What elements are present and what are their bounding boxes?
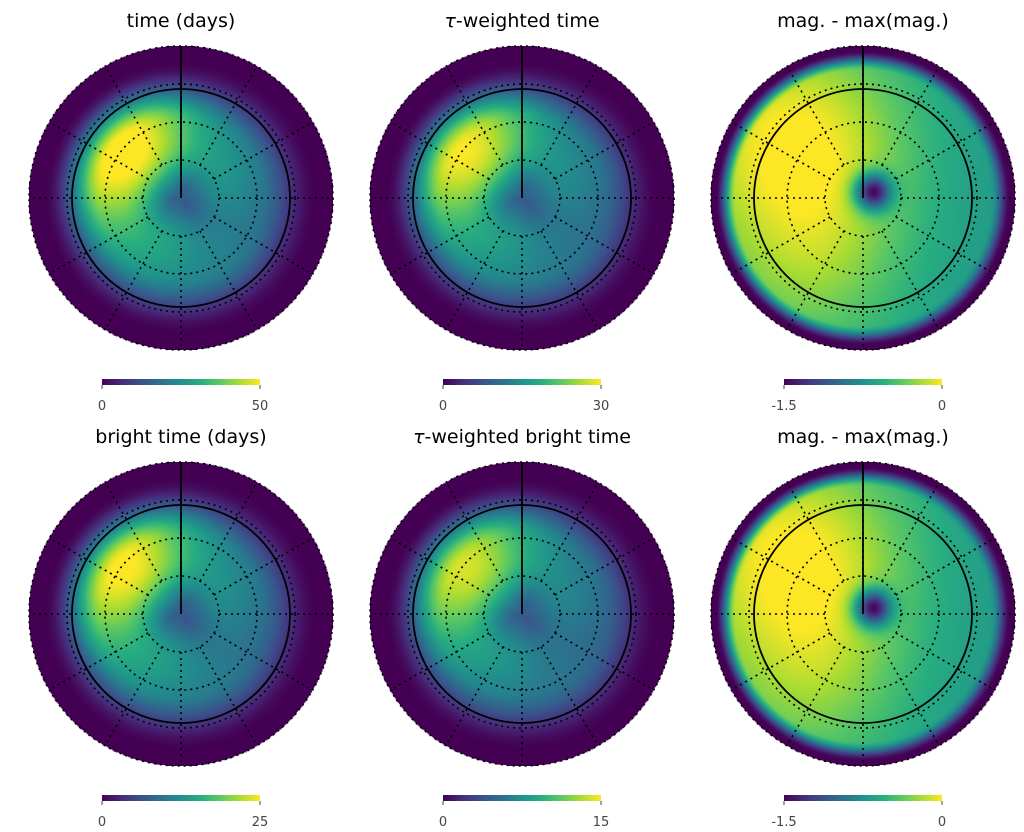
colorbar bbox=[443, 795, 601, 801]
graticule-spoke bbox=[199, 481, 258, 582]
graticule-spoke bbox=[213, 121, 314, 180]
graticule-ring bbox=[407, 83, 637, 313]
graticule-spoke bbox=[445, 230, 504, 331]
graticule-spoke bbox=[389, 632, 490, 691]
colorbar-max-label: 50 bbox=[252, 399, 269, 414]
chart-title: bright time (days) bbox=[95, 426, 266, 448]
graticule-spoke bbox=[104, 65, 163, 166]
graticule-spoke bbox=[730, 216, 831, 275]
colorbar bbox=[102, 379, 260, 385]
graticule-spoke bbox=[554, 632, 655, 691]
graticule-spoke bbox=[881, 481, 940, 582]
colorbar-max-label: 15 bbox=[593, 815, 610, 830]
graticule-spoke bbox=[881, 65, 940, 166]
colorbar-min-label: -1.5 bbox=[771, 815, 796, 830]
chart-title: τ-weighted bright time bbox=[413, 426, 631, 448]
graticule-spoke bbox=[104, 646, 163, 747]
colorbar bbox=[784, 379, 942, 385]
sky-map-panel: bright time (days) 0 25 bbox=[28, 426, 334, 830]
graticule-spoke bbox=[730, 632, 831, 691]
colorbar-max-label: 30 bbox=[593, 399, 610, 414]
graticule-spoke bbox=[389, 121, 490, 180]
graticule-spoke bbox=[540, 646, 599, 747]
graticule-spoke bbox=[445, 646, 504, 747]
colorbar-min-label: 0 bbox=[439, 815, 447, 830]
colorbar-max-label: 0 bbox=[938, 399, 946, 414]
colorbar bbox=[443, 379, 601, 385]
sky-map-panel: τ-weighted bright time 0 15 bbox=[369, 426, 675, 830]
graticule-spoke bbox=[881, 646, 940, 747]
graticule-spoke bbox=[540, 230, 599, 331]
colorbar-max-label: 25 bbox=[252, 815, 269, 830]
graticule-spoke bbox=[104, 481, 163, 582]
graticule-spoke bbox=[104, 230, 163, 331]
graticule-spoke bbox=[213, 537, 314, 596]
sky-map-panel: time (days) 0 50 bbox=[28, 10, 334, 414]
graticule-spoke bbox=[48, 537, 149, 596]
graticule-spoke bbox=[199, 230, 258, 331]
graticule-spoke bbox=[881, 230, 940, 331]
graticule-spoke bbox=[730, 537, 831, 596]
graticule-spoke bbox=[199, 646, 258, 747]
graticule-spoke bbox=[786, 646, 845, 747]
graticule-spoke bbox=[786, 65, 845, 166]
graticule-spoke bbox=[389, 216, 490, 275]
colorbar-max-label: 0 bbox=[938, 815, 946, 830]
colorbar-min-label: 0 bbox=[98, 815, 106, 830]
graticule-spoke bbox=[199, 65, 258, 166]
graticule-spoke bbox=[554, 121, 655, 180]
colorbar-min-label: -1.5 bbox=[771, 399, 796, 414]
graticule-spoke bbox=[48, 216, 149, 275]
graticule-spoke bbox=[213, 632, 314, 691]
graticule-ring bbox=[748, 499, 978, 729]
graticule-spoke bbox=[554, 537, 655, 596]
colorbar-min-label: 0 bbox=[98, 399, 106, 414]
chart-title: mag. - max(mag.) bbox=[777, 10, 949, 32]
graticule-spoke bbox=[895, 537, 996, 596]
sky-map-panel: τ-weighted time 0 30 bbox=[369, 10, 675, 414]
sky-map-panel: mag. - max(mag.) -1.5 0 bbox=[710, 426, 1016, 830]
graticule-spoke bbox=[786, 481, 845, 582]
graticule-ring bbox=[66, 83, 296, 313]
graticule-spoke bbox=[895, 121, 996, 180]
graticule-spoke bbox=[445, 65, 504, 166]
graticule-spoke bbox=[540, 65, 599, 166]
graticule-spoke bbox=[445, 481, 504, 582]
graticule-spoke bbox=[554, 216, 655, 275]
chart-title: time (days) bbox=[127, 10, 236, 32]
chart-title: τ-weighted time bbox=[444, 10, 599, 32]
graticule-spoke bbox=[730, 121, 831, 180]
graticule-spoke bbox=[540, 481, 599, 582]
graticule-ring bbox=[66, 499, 296, 729]
graticule-spoke bbox=[895, 216, 996, 275]
graticule-spoke bbox=[213, 216, 314, 275]
graticule-ring bbox=[407, 499, 637, 729]
colorbar-min-label: 0 bbox=[439, 399, 447, 414]
graticule-spoke bbox=[389, 537, 490, 596]
graticule-spoke bbox=[786, 230, 845, 331]
sky-map-panel: mag. - max(mag.) -1.5 0 bbox=[710, 10, 1016, 414]
graticule-spoke bbox=[895, 632, 996, 691]
chart-title: mag. - max(mag.) bbox=[777, 426, 949, 448]
colorbar bbox=[784, 795, 942, 801]
graticule-ring bbox=[748, 83, 978, 313]
graticule-spoke bbox=[48, 632, 149, 691]
colorbar bbox=[102, 795, 260, 801]
graticule-spoke bbox=[48, 121, 149, 180]
